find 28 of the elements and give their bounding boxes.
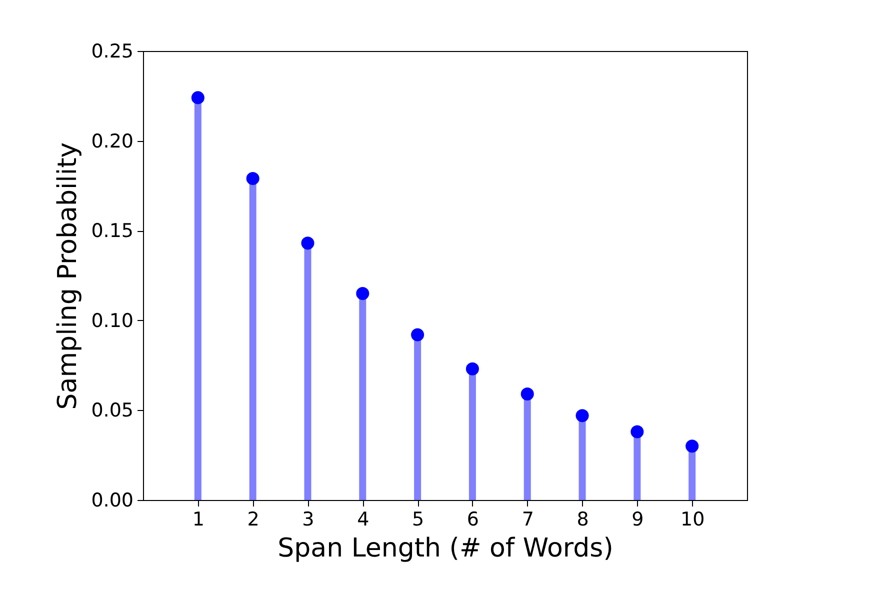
point	[411, 328, 424, 342]
point	[576, 409, 589, 422]
x-tick-label: 1	[192, 508, 204, 530]
point	[686, 440, 699, 453]
x-tick-label: 4	[357, 508, 370, 530]
x-tick-label: 9	[632, 508, 644, 530]
point	[520, 388, 534, 401]
point	[630, 425, 644, 438]
y-tick-label: 0.15	[91, 220, 134, 242]
x-tick-label: 10	[680, 508, 705, 530]
point	[191, 91, 204, 104]
x-tick-label: 8	[576, 508, 589, 530]
y-tick-label: 0.20	[91, 130, 134, 152]
y-tick-label: 0.25	[91, 40, 134, 62]
y-tick-label: 0.10	[91, 310, 134, 332]
x-axis-title: Span Length (# of Words)	[278, 534, 614, 564]
x-tick-label: 3	[302, 508, 314, 530]
point	[246, 172, 260, 186]
point	[301, 236, 314, 250]
x-tick-label: 2	[247, 508, 260, 530]
x-tick-label: 6	[466, 508, 479, 530]
y-tick-label: 0.00	[91, 490, 134, 512]
y-tick-label: 0.05	[91, 400, 134, 422]
x-tick-label: 7	[522, 508, 534, 530]
point	[466, 362, 479, 376]
y-axis-title: Sampling Probability	[53, 142, 84, 410]
x-tick-label: 5	[412, 508, 424, 530]
point	[356, 286, 370, 300]
